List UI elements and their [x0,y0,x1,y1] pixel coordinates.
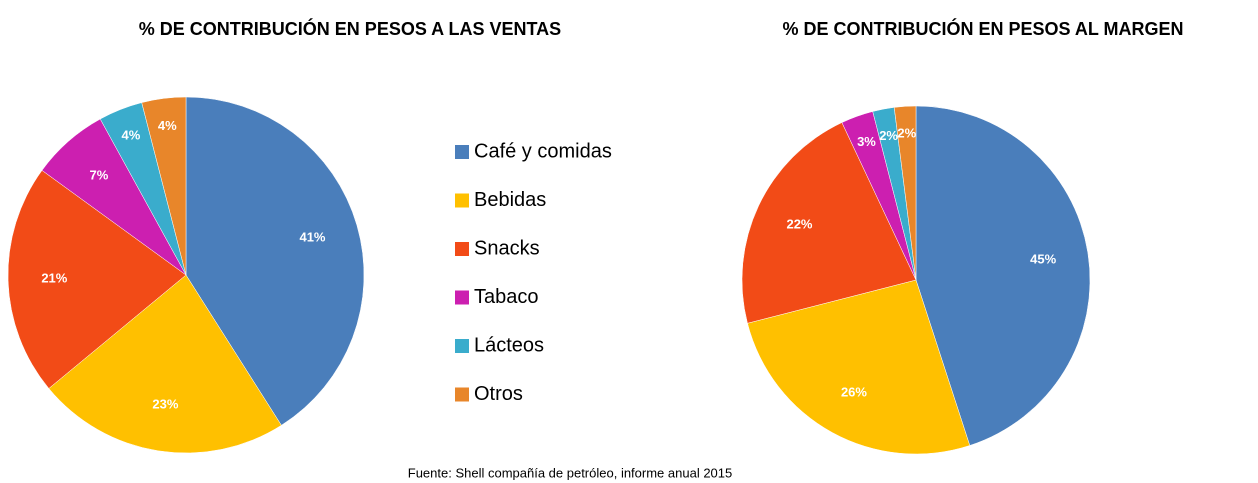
legend-label: Café y comidas [474,140,612,162]
legend-swatch [455,339,469,353]
data-label: 41% [299,230,325,245]
data-label: 3% [857,134,876,149]
data-label: 45% [1030,251,1056,266]
legend-swatch [455,242,469,256]
legend-label: Otros [474,383,523,405]
legend-swatch [455,145,469,159]
chart-title: % DE CONTRIBUCIÓN EN PESOS AL MARGEN [782,18,1183,39]
source-note: Fuente: Shell compañía de petróleo, info… [408,465,733,480]
data-label: 2% [897,126,916,141]
page: % DE CONTRIBUCIÓN EN PESOS A LAS VENTAS … [0,0,1258,483]
legend-swatch [455,194,469,208]
data-label: 21% [41,271,67,286]
data-label: 7% [89,168,108,183]
data-label: 4% [158,118,177,133]
legend-swatch [455,291,469,305]
legend-label: Lácteos [474,334,544,356]
data-label: 22% [786,217,812,232]
legend-label: Tabaco [474,286,539,308]
legend-label: Bebidas [474,189,546,211]
legend-swatch [455,388,469,402]
data-label: 2% [879,128,898,143]
chart-title: % DE CONTRIBUCIÓN EN PESOS A LAS VENTAS [139,18,561,39]
data-label: 4% [122,127,141,142]
legend-label: Snacks [474,237,540,259]
data-label: 26% [841,384,867,399]
data-label: 23% [152,397,178,412]
